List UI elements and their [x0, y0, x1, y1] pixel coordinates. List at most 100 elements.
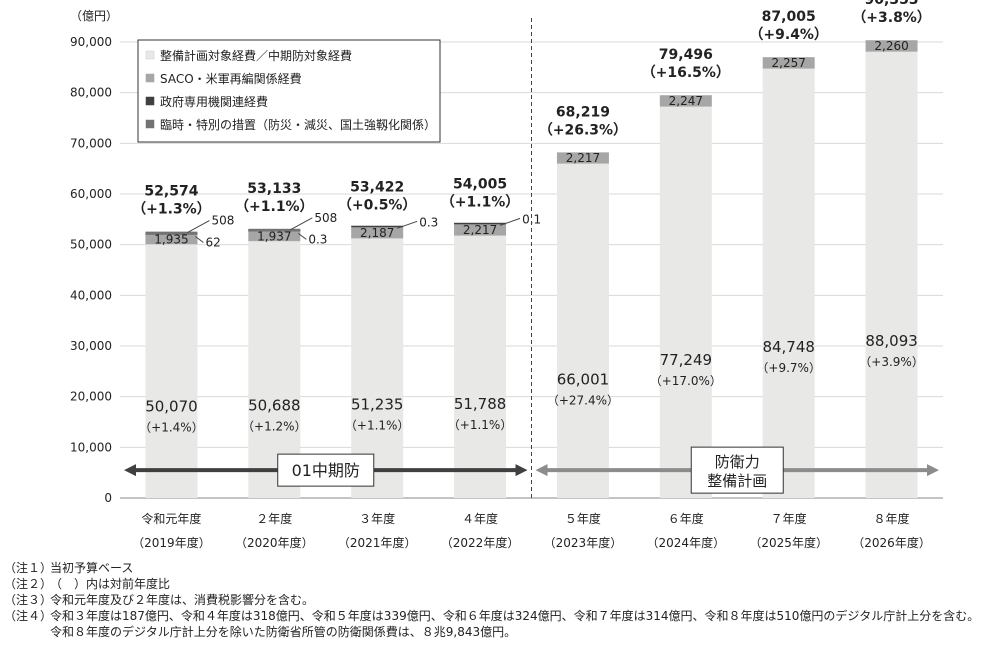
- bar-value-main-6: 84,748: [762, 338, 815, 356]
- bar-segment-1-1: [248, 231, 301, 242]
- callout-line-special-1: [290, 217, 313, 231]
- bar-value-pct-3: （+1.1%）: [448, 418, 513, 432]
- notes: （注１） 当初予算ベース （注２） （ ）内は対前年度比 （注３） 令和元年度及…: [4, 560, 984, 640]
- y-tick-label-0: 0: [104, 491, 112, 505]
- category-label-1: ２年度: [256, 511, 292, 526]
- bar-value-main-3: 51,788: [454, 395, 507, 413]
- bar-value-saco-2: 2,187: [360, 226, 394, 240]
- total-pct-0: （+1.3%）: [132, 202, 211, 218]
- category-label-3: ４年度: [462, 511, 498, 526]
- note-4-text: 令和３年度は187億円、令和４年度は318億円、令和５年度は339億円、令和６年…: [50, 609, 980, 639]
- bar-value-main-0: 50,070: [145, 398, 198, 416]
- category-label-4: ５年度: [565, 511, 601, 526]
- bar-value-special-0: 508: [211, 214, 234, 228]
- total-pct-3: （+1.1%）: [441, 194, 520, 210]
- bar-value-pct-4: （+27.4%）: [547, 393, 619, 407]
- total-label-3: 54,005: [453, 176, 507, 192]
- note-3: （注３） 令和元年度及び２年度は、消費税影響分を含む。: [4, 592, 984, 608]
- bar-value-gov-1: 0.3: [308, 232, 327, 246]
- bar-value-special-1: 508: [314, 211, 337, 225]
- category-sublabel-6: （2025年度）: [749, 535, 828, 550]
- note-2-text: （ ）内は対前年度比: [50, 577, 171, 591]
- bar-value-saco-0: 1,935: [154, 232, 188, 246]
- legend-swatch-2: [145, 96, 155, 106]
- bar-value-gov-2: 0.3: [419, 215, 438, 229]
- legend-label-0: 整備計画対象経費／中期防対象経費: [160, 48, 352, 63]
- legend-swatch-3: [145, 119, 155, 129]
- note-3-label: （注３）: [4, 593, 53, 607]
- bar-value-saco-5: 2,247: [669, 94, 703, 108]
- bar-segment-3-1: [248, 228, 301, 232]
- bar-segment-1-5: [659, 95, 712, 107]
- category-label-2: ３年度: [359, 511, 395, 526]
- bar-segment-0-7: [865, 51, 918, 498]
- total-label-6: 87,005: [762, 9, 816, 25]
- bar-value-pct-6: （+9.7%）: [756, 361, 821, 375]
- bar-segment-1-4: [556, 152, 609, 164]
- total-label-4: 68,219: [556, 104, 610, 120]
- callout-line-gov-3: [499, 217, 521, 226]
- category-sublabel-1: （2020年度）: [235, 535, 314, 550]
- bar-value-pct-7: （+3.9%）: [859, 355, 924, 369]
- y-tick-label-7: 70,000: [70, 136, 112, 150]
- bar-segment-0-5: [659, 106, 712, 498]
- bar-value-saco-6: 2,257: [772, 56, 806, 70]
- note-3-text: 令和元年度及び２年度は、消費税影響分を含む。: [50, 593, 315, 607]
- total-pct-2: （+0.5%）: [338, 197, 417, 213]
- period-box-2: [690, 446, 784, 494]
- callout-line-gov-1: [298, 232, 307, 240]
- bar-segment-1-6: [762, 57, 815, 69]
- note-1-label: （注１）: [4, 561, 53, 575]
- y-unit-label: （億円）: [70, 9, 118, 23]
- bar-segment-0-0: [145, 244, 198, 498]
- category-sublabel-7: （2026年度）: [852, 535, 931, 550]
- y-tick-label-1: 10,000: [70, 440, 112, 454]
- legend-swatch-0: [145, 50, 155, 60]
- bar-value-main-2: 51,235: [351, 396, 404, 414]
- bar-value-pct-1: （+1.2%）: [242, 420, 307, 434]
- category-label-7: ８年度: [874, 511, 910, 526]
- note-1-text: 当初予算ベース: [50, 561, 134, 575]
- bar-segment-1-3: [454, 224, 507, 236]
- total-pct-6: （+9.4%）: [749, 27, 828, 43]
- category-label-5: ６年度: [668, 511, 704, 526]
- bar-value-saco-3: 2,217: [463, 223, 497, 237]
- bar-segment-0-6: [762, 68, 815, 498]
- y-tick-label-5: 50,000: [70, 238, 112, 252]
- callout-line-gov-0: [195, 236, 204, 243]
- bar-segment-1-2: [351, 227, 404, 239]
- bar-value-pct-0: （+1.4%）: [139, 421, 204, 435]
- category-sublabel-2: （2021年度）: [338, 535, 417, 550]
- total-label-1: 53,133: [247, 181, 301, 197]
- total-pct-1: （+1.1%）: [235, 199, 314, 215]
- period-label-2a: 防衛力: [715, 453, 760, 471]
- bar-segment-2-2: [351, 225, 404, 228]
- bar-value-main-4: 66,001: [557, 370, 610, 388]
- total-pct-4: （+26.3%）: [539, 122, 627, 138]
- y-tick-label-6: 60,000: [70, 187, 112, 201]
- bar-segment-1-0: [145, 234, 198, 245]
- period-label-2b: 整備計画: [707, 472, 767, 490]
- note-2-label: （注２）: [4, 577, 53, 591]
- total-label-5: 79,496: [659, 47, 713, 63]
- note-2: （注２） （ ）内は対前年度比: [4, 576, 984, 592]
- category-sublabel-4: （2023年度）: [544, 535, 623, 550]
- bar-value-main-5: 77,249: [660, 351, 713, 369]
- legend-label-3: 臨時・特別の措置（防災・減災、国土強靱化関係）: [160, 117, 436, 132]
- period-arrow-2-left-head: [535, 464, 548, 477]
- legend-box: [137, 39, 441, 143]
- bar-value-main-7: 88,093: [865, 332, 918, 350]
- legend-label-2: 政府専用機関連経費: [160, 94, 268, 109]
- defense-budget-chart: 0 10,000 20,000 30,000 40,000 50,000 60,000 70,…: [70, 0, 943, 550]
- period-arrow-1-left-head: [124, 464, 136, 477]
- bar-segment-0-3: [454, 235, 507, 498]
- category-sublabel-0: （2019年度）: [132, 535, 211, 550]
- y-tick-label-8: 80,000: [70, 86, 112, 100]
- bar-segment-1-7: [865, 40, 918, 52]
- bar-value-saco-7: 2,260: [874, 39, 908, 53]
- bar-value-pct-2: （+1.1%）: [345, 419, 410, 433]
- bar-segment-2-3: [454, 222, 507, 225]
- y-tick-label-3: 30,000: [70, 339, 112, 353]
- y-tick-label-2: 20,000: [70, 390, 112, 404]
- bar-value-saco-1: 1,937: [257, 229, 291, 243]
